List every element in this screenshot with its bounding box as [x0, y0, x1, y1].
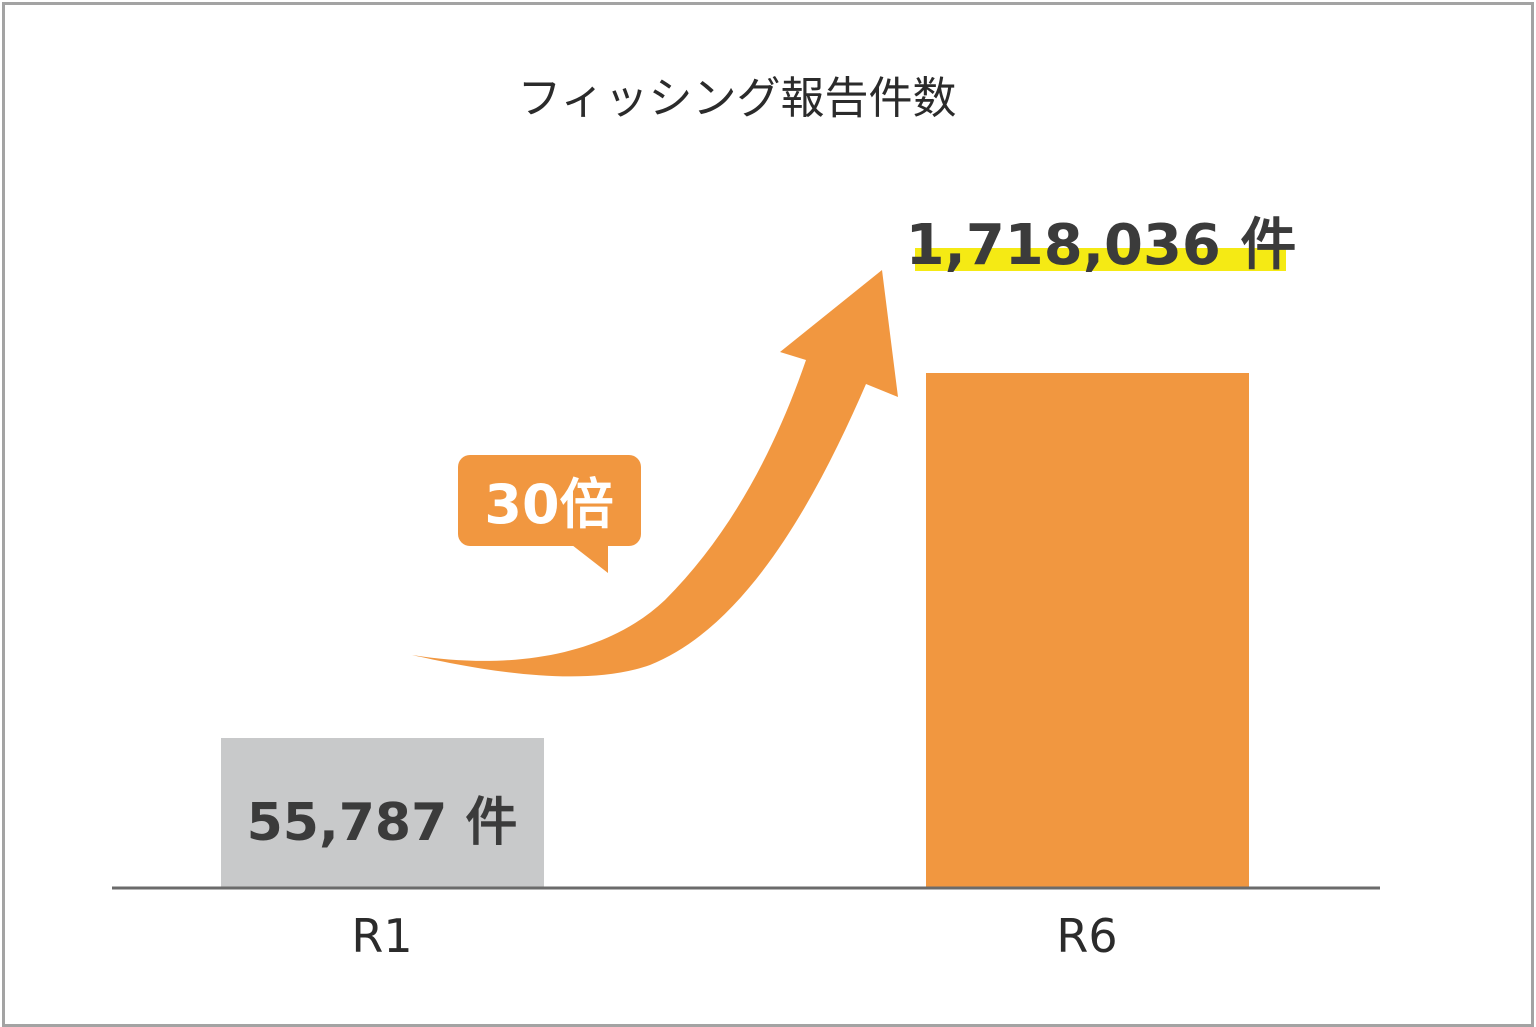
bar-r1	[221, 738, 544, 887]
x-tick-label-r1: R1	[351, 909, 412, 963]
x-tick-label-r6: R6	[1056, 909, 1117, 963]
callout-text: 30倍	[484, 473, 613, 536]
data-label-r6: 1,718,036 件	[906, 213, 1297, 278]
bar-r6	[926, 373, 1249, 887]
growth-arrow-icon	[412, 270, 898, 677]
value-highlight	[915, 248, 1286, 271]
chart-title: フィッシング報告件数	[517, 73, 956, 124]
callout-tail	[572, 545, 608, 573]
callout-box	[458, 455, 641, 546]
multiplier-callout: 30倍	[458, 455, 641, 573]
data-label-r1: 55,787 件	[247, 793, 518, 853]
